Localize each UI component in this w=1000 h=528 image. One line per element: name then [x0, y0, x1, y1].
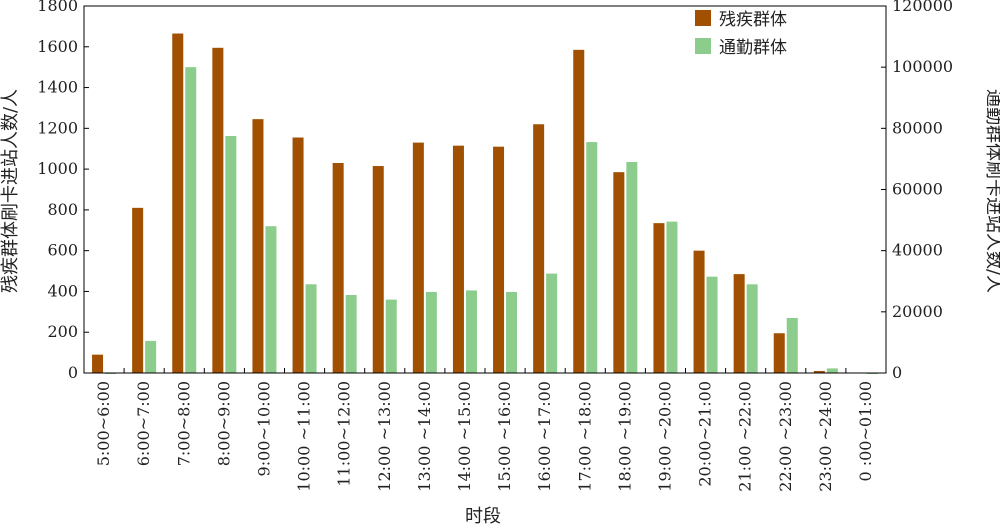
bar-series-1 [372, 166, 384, 373]
bar-series-2 [586, 142, 598, 373]
y-tick-label: 0 [68, 363, 78, 382]
bar-series-1 [733, 274, 745, 373]
y-tick-label: 1600 [37, 37, 78, 56]
bar-series-2 [425, 291, 437, 373]
legend-swatch-series-2 [695, 38, 711, 54]
bar-series-1 [212, 47, 224, 374]
y2-tick-label: 0 [892, 363, 902, 382]
x-tick-label: 18:00 ~19:00 [615, 381, 634, 492]
bar-series-1 [412, 142, 424, 373]
bar-series-1 [613, 172, 625, 373]
y-tick-label: 200 [47, 322, 78, 341]
y2-tick-label: 60000 [892, 180, 943, 199]
legend: 残疾群体 通勤群体 [695, 10, 787, 58]
y2-tick-label: 80000 [892, 118, 943, 137]
bar-series-2 [666, 221, 678, 373]
y-tick-label: 1200 [37, 118, 78, 137]
bar-series-2 [506, 291, 518, 373]
x-tick-label: 7:00~8:00 [174, 381, 193, 466]
x-axis-title: 时段 [465, 506, 501, 527]
bar-series-2 [305, 284, 317, 373]
bar-series-2 [145, 340, 157, 373]
bar-series-2 [746, 284, 758, 373]
bar-series-1 [813, 370, 825, 373]
bar-series-2 [546, 273, 558, 373]
y-axis-title: 残疾群体刷卡进站人数/人 [0, 89, 21, 293]
x-tick-label: 11:00~12:00 [335, 381, 354, 487]
y-tick-label: 1000 [37, 159, 78, 178]
bar-series-2 [626, 161, 638, 373]
x-tick-label: 16:00 ~17:00 [535, 381, 554, 492]
bar-series-1 [172, 33, 184, 374]
axes-group: 0 200 400 600 800 1000 1200 1400 1600 1800 0 20000 4… [37, 0, 953, 492]
y2-tick-label: 20000 [892, 302, 943, 321]
bar-series-1 [653, 223, 665, 373]
bar-series-2 [786, 317, 798, 373]
bar-series-1 [533, 124, 545, 373]
y2-axis-title: 通勤群体刷卡进站人数/人 [983, 89, 1000, 293]
bar-series-1 [773, 333, 785, 373]
x-tick-label: 10:00 ~11:00 [295, 381, 314, 492]
x-tick-label: 20:00~21:00 [696, 381, 715, 487]
x-tick-label: 21:00 ~22:00 [736, 381, 755, 492]
y2-tick-label: 120000 [892, 0, 953, 15]
plot-frame [83, 5, 887, 374]
y-tick-label: 1800 [37, 0, 78, 15]
bar-series-2 [465, 290, 477, 373]
legend-label-series-2: 通勤群体 [719, 38, 787, 58]
bar-series-2 [826, 368, 838, 373]
x-tick-label: 22:00 ~23:00 [776, 381, 795, 492]
y-tick-label: 400 [47, 281, 78, 300]
x-tick-label: 13:00 ~14:00 [415, 381, 434, 492]
x-tick-label: 17:00 ~18:00 [575, 381, 594, 492]
bar-series-2 [265, 226, 277, 373]
x-tick-label: 12:00 ~13:00 [375, 381, 394, 492]
bar-series-1 [132, 207, 144, 373]
bars-group [92, 33, 878, 374]
y-tick-label: 800 [47, 200, 78, 219]
bar-series-1 [92, 354, 104, 373]
x-tick-label: 9:00~10:00 [254, 381, 273, 476]
bar-series-1 [493, 146, 505, 373]
y2-tick-label: 100000 [892, 57, 953, 76]
y-tick-label: 600 [47, 241, 78, 260]
x-tick-label: 15:00 ~16:00 [495, 381, 514, 492]
bar-series-2 [385, 299, 397, 373]
x-tick-label: 0 :00~01:00 [856, 381, 875, 482]
bar-series-2 [345, 295, 357, 373]
bar-series-1 [693, 250, 705, 373]
x-tick-label: 8:00~9:00 [214, 381, 233, 466]
bar-series-2 [225, 135, 237, 373]
legend-swatch-series-1 [695, 10, 711, 26]
bar-series-1 [252, 119, 264, 374]
x-tick-label: 14:00 ~15:00 [455, 381, 474, 492]
bar-series-1 [452, 145, 464, 373]
x-tick-label: 19:00 ~20:00 [655, 381, 674, 492]
bar-series-1 [292, 137, 304, 373]
y-tick-label: 1400 [37, 78, 78, 97]
x-tick-label: 6:00~7:00 [134, 381, 153, 466]
bar-series-1 [332, 162, 344, 373]
y2-tick-label: 40000 [892, 241, 943, 260]
x-tick-label: 23:00 ~24:00 [816, 381, 835, 492]
bar-series-2 [185, 67, 197, 374]
bar-series-2 [706, 276, 718, 373]
x-tick-label: 5:00~6:00 [94, 381, 113, 466]
bar-series-1 [573, 49, 585, 373]
legend-label-series-1: 残疾群体 [719, 10, 787, 30]
